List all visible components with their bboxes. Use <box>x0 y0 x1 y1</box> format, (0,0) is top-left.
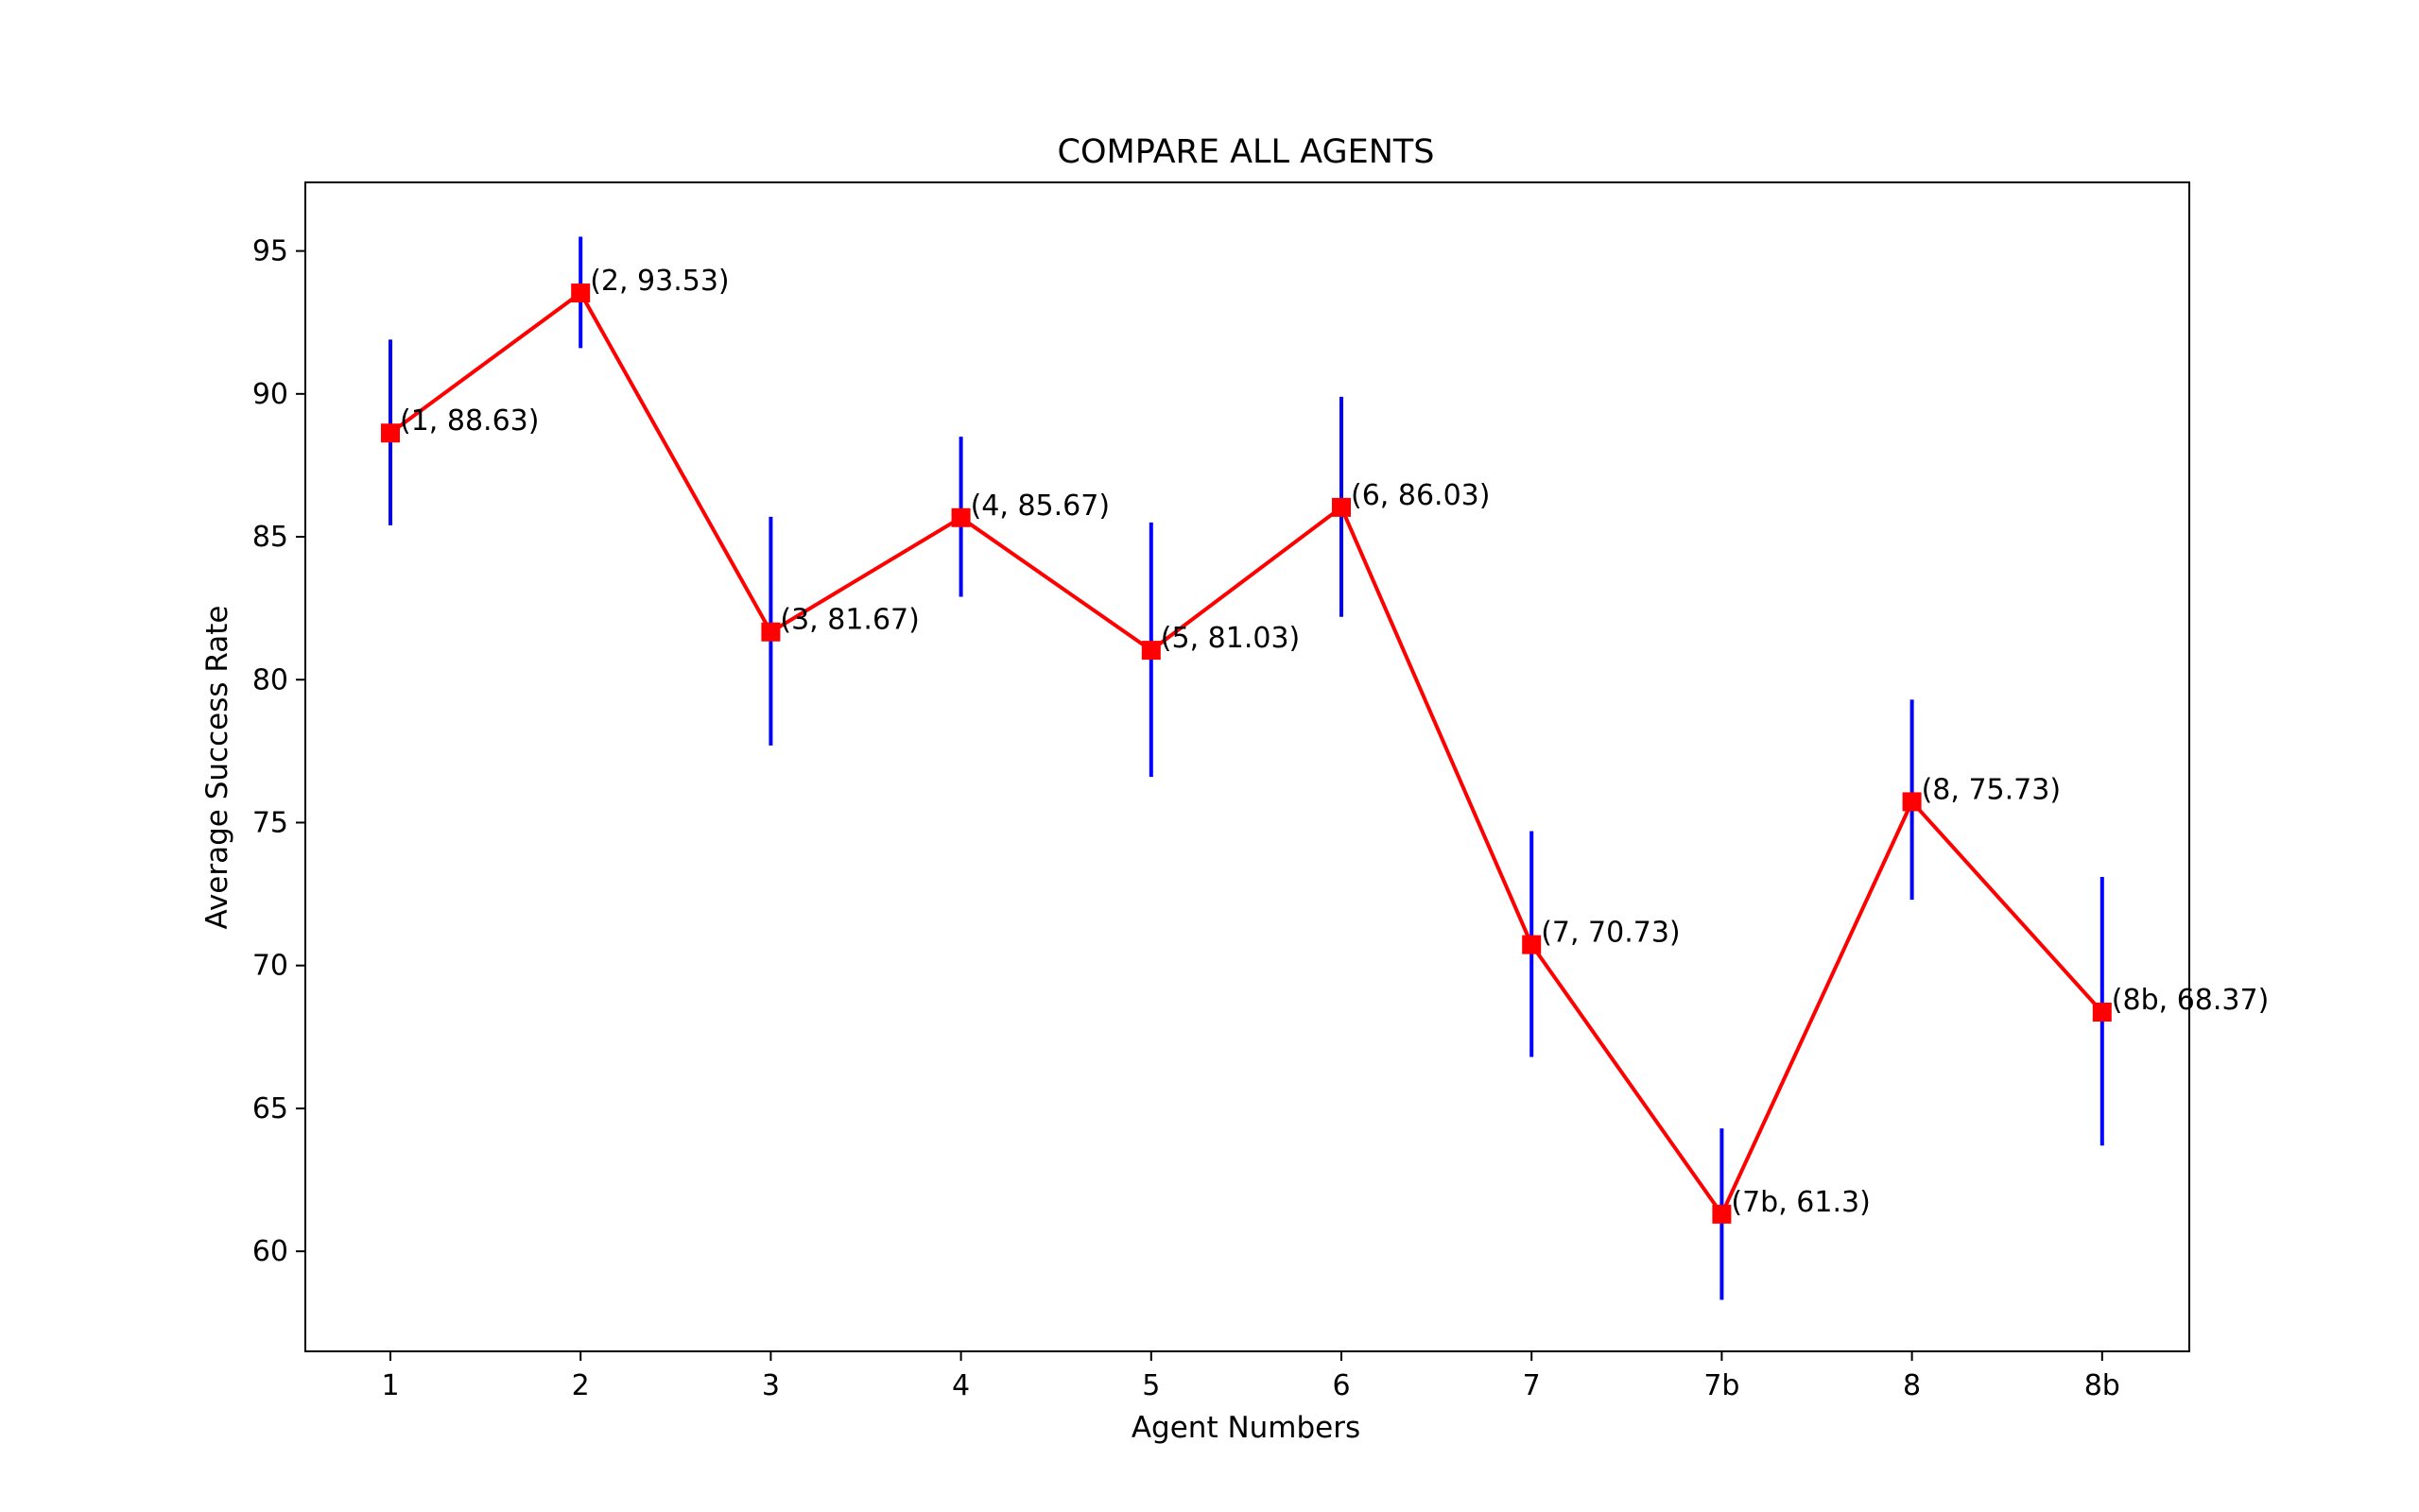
y-axis-label: Average Success Rate <box>200 606 234 930</box>
y-tick-label: 80 <box>252 663 288 696</box>
x-tick-label: 7 <box>1523 1369 1541 1402</box>
y-tick-label: 85 <box>252 521 288 554</box>
data-label: (8b, 68.37) <box>2112 984 2270 1017</box>
data-label: (7, 70.73) <box>1541 917 1680 950</box>
data-point <box>951 507 971 527</box>
x-tick-label: 5 <box>1142 1369 1160 1402</box>
chart-title: COMPARE ALL AGENTS <box>1058 133 1435 171</box>
x-tick-label: 8b <box>2084 1369 2120 1402</box>
data-point <box>1712 1204 1732 1224</box>
x-tick-label: 4 <box>952 1369 970 1402</box>
y-tick-label: 75 <box>252 806 288 839</box>
data-label: (4, 85.67) <box>971 490 1110 523</box>
x-tick-label: 6 <box>1332 1369 1350 1402</box>
plot-area: 60 65 70 75 80 85 90 95 1 2 3 4 5 6 7 7b 8 8b (1, 88.63) (2… <box>252 235 2269 1402</box>
data-point <box>2092 1002 2112 1022</box>
y-tick-label: 95 <box>252 235 288 268</box>
y-tick-label: 60 <box>252 1235 288 1268</box>
y-tick-label: 70 <box>252 950 288 983</box>
data-label: (7b, 61.3) <box>1731 1186 1870 1219</box>
plot-frame <box>304 181 2190 1352</box>
data-point <box>1332 497 1351 517</box>
data-label: (1, 88.63) <box>400 404 539 438</box>
x-axis-label: Agent Numbers <box>1132 1411 1360 1445</box>
data-point <box>1522 935 1542 954</box>
x-tick-label: 7b <box>1703 1369 1739 1402</box>
x-tick-label: 2 <box>572 1369 590 1402</box>
data-label: (5, 81.03) <box>1161 622 1300 655</box>
y-tick-label: 65 <box>252 1092 288 1125</box>
data-label: (8, 75.73) <box>1922 773 2061 806</box>
x-tick-label: 8 <box>1903 1369 1921 1402</box>
data-point <box>381 423 400 443</box>
data-label: (3, 81.67) <box>780 604 919 637</box>
data-point <box>571 284 591 303</box>
data-point <box>1141 641 1161 661</box>
data-point <box>1902 792 1922 812</box>
x-tick-label: 1 <box>381 1369 399 1402</box>
y-tick-label: 90 <box>252 378 288 411</box>
data-label: (2, 93.53) <box>590 265 729 298</box>
series-line <box>389 290 2104 1218</box>
x-tick-label: 3 <box>762 1369 780 1402</box>
data-point <box>761 622 781 642</box>
data-label: (6, 86.03) <box>1351 479 1490 512</box>
